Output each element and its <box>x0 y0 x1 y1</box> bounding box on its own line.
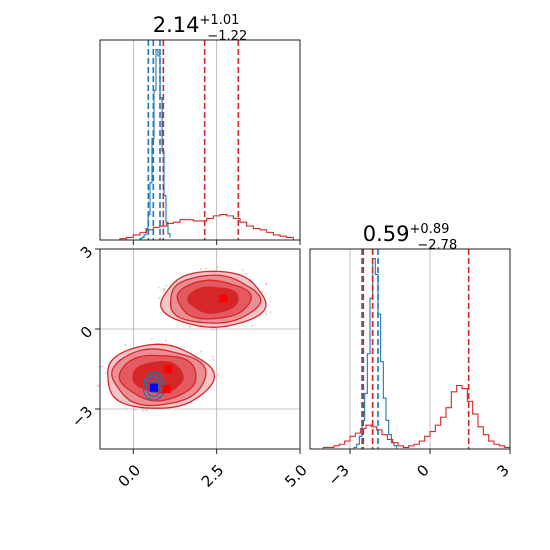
sample-point-mode-1-31 <box>124 343 127 346</box>
x-tick-label-param-2-2: 3 <box>493 461 512 480</box>
histogram-param-1-series-1 <box>119 214 294 240</box>
sample-point-mode-0-11 <box>269 311 272 314</box>
histograms-param-2 <box>322 257 511 449</box>
title-minus-param-2: −2.78 <box>417 238 457 253</box>
marker-red-0 <box>219 294 228 303</box>
sample-point-mode-0-32 <box>157 286 160 289</box>
sample-point-mode-0-39 <box>211 328 214 331</box>
sample-point-mode-1-15 <box>165 339 168 342</box>
x-ticks-param-2: −3 0 3 <box>324 449 513 489</box>
axes-frame-param-1 <box>99 39 301 241</box>
title-plus-param-1: +1.01 <box>200 13 240 28</box>
grid-param-1 <box>132 40 301 245</box>
markers-joint <box>149 294 228 393</box>
marker-red-2 <box>162 385 171 393</box>
sample-point-mode-1-34 <box>211 358 214 361</box>
sample-point-mode-0-14 <box>165 284 168 287</box>
title-median-param-1: 2.14 <box>153 13 200 37</box>
sample-point-mode-0-21 <box>265 282 268 285</box>
quantile-lines-param-1 <box>147 40 240 240</box>
title-plus-param-2: +0.89 <box>410 222 450 237</box>
sample-point-mode-0-29 <box>188 326 191 329</box>
sample-point-mode-0-25 <box>215 328 218 331</box>
sample-point-mode-1-30 <box>100 365 103 368</box>
grid-param-2 <box>349 249 511 449</box>
sample-point-mode-1-29 <box>216 374 219 377</box>
panel-title-param-1: 2.14+1.01 −1.22 <box>153 13 247 44</box>
x-tick-label-joint-1: 2.5 <box>198 461 228 491</box>
histograms-param-1 <box>119 48 294 240</box>
histogram-param-1-series-0 <box>139 48 171 240</box>
sample-point-mode-1-14 <box>124 407 127 410</box>
y-tick-label-joint-0: −3 <box>68 403 96 431</box>
quantile-lines-param-2 <box>361 249 470 449</box>
joint-panel: 0.0 2.5 5.0 −3 0 3 <box>68 243 311 491</box>
sample-point-mode-1-10 <box>199 350 202 353</box>
contour-blue-mode-0-level-1 <box>146 375 163 397</box>
sample-point-mode-0-28 <box>261 290 264 293</box>
contour-blue-mode-0-level-0 <box>142 371 166 401</box>
histogram-param-2-series-1 <box>322 384 511 449</box>
marginal-panel-param-1: 2.14+1.01 −1.22 <box>99 13 301 245</box>
sample-point-mode-0-0 <box>158 296 161 299</box>
sample-point-mode-0-33 <box>162 290 165 293</box>
sample-point-mode-0-22 <box>216 266 219 269</box>
x-tick-label-param-2-0: −3 <box>324 461 352 489</box>
sample-point-mode-1-32 <box>145 409 148 412</box>
y-tick-label-joint-1: 0 <box>77 323 96 342</box>
axes-frame-param-2 <box>309 248 511 450</box>
y-tick-label-joint-2: 3 <box>77 243 96 262</box>
axes-frame-joint <box>99 248 301 450</box>
sample-point-mode-1-13 <box>141 409 144 412</box>
sample-point-mode-0-5 <box>199 267 202 270</box>
panel-title-param-2: 0.59+0.89 −2.78 <box>363 222 457 253</box>
sample-point-mode-1-4 <box>150 338 153 341</box>
x-tick-label-joint-2: 5.0 <box>281 461 311 491</box>
marker-blue-0 <box>150 383 158 392</box>
x-ticks-joint: 0.0 2.5 5.0 <box>115 449 311 491</box>
histogram-param-2-series-0 <box>353 257 398 449</box>
sample-point-mode-1-3 <box>134 408 137 411</box>
x-tick-label-joint-0: 0.0 <box>115 461 145 491</box>
sample-point-mode-0-36 <box>204 267 207 270</box>
sample-point-mode-0-31 <box>163 287 166 290</box>
sample-point-mode-0-19 <box>245 272 248 275</box>
sample-point-mode-0-38 <box>265 312 268 315</box>
marker-red-1 <box>164 365 173 373</box>
sample-point-mode-1-28 <box>104 371 107 374</box>
marginal-panel-param-2: 0.59+0.89 −2.78 −3 0 3 <box>309 222 513 489</box>
contours-joint <box>107 270 267 409</box>
sample-point-mode-1-7 <box>211 355 214 358</box>
title-minus-param-1: −1.22 <box>207 29 247 44</box>
sample-point-mode-1-39 <box>97 385 100 388</box>
sample-point-mode-0-37 <box>251 324 254 327</box>
title-median-param-2: 0.59 <box>363 222 410 246</box>
y-ticks-joint: −3 0 3 <box>68 243 100 431</box>
sample-point-mode-0-16 <box>241 269 244 272</box>
x-tick-label-param-2-1: 0 <box>413 461 432 480</box>
contour-red-mode-0-level-3 <box>187 286 239 314</box>
